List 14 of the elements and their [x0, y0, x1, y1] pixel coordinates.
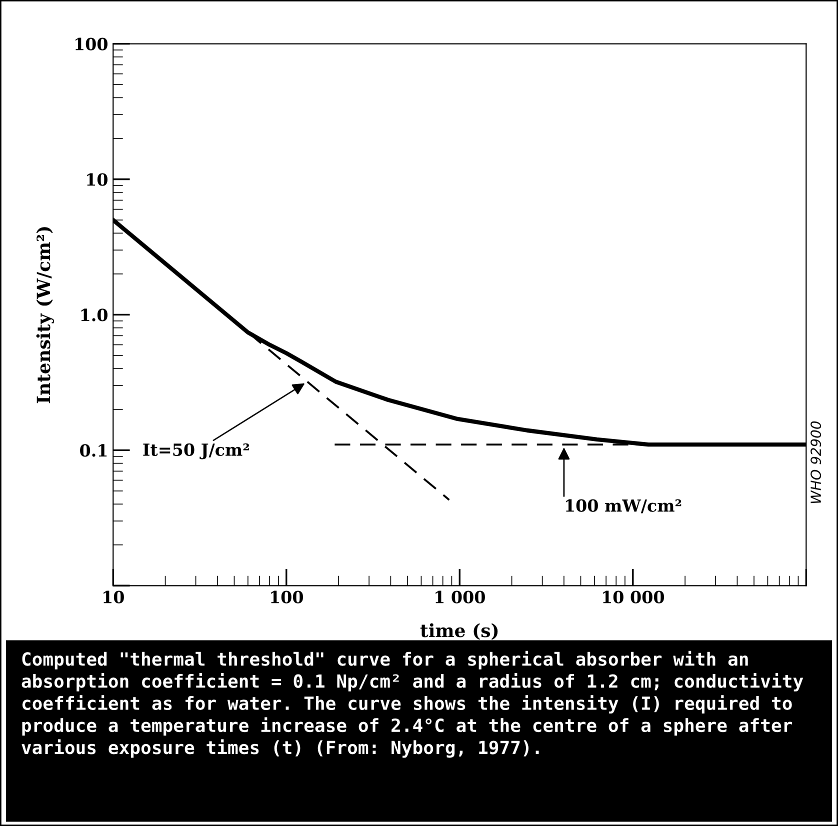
x-axis-title: time (s) [420, 623, 498, 640]
y-tick-label: 1.0 [81, 308, 108, 322]
annotation: It=50 J/cm² [143, 443, 249, 460]
y-tick-label: 0.1 [80, 444, 107, 457]
y-tick-label: 100 [76, 38, 108, 50]
text: WHO 92900 [810, 421, 822, 504]
x-tick-label: 10 000 [603, 590, 664, 604]
annotation: 100 mW/cm² [566, 499, 682, 514]
x-tick-label: 10 [104, 590, 124, 604]
text: Computed "thermal threshold" curve for a spherical absorber with an absorption coefficient = 0.1 Np/cm² and a radius of 1.2 cm; conductivity coefficient as for water. The curve shows the intensity (I) required to produce a temperature increase of 2.4°C at the centre of a sphere after various exposure times (t) (From: Nyborg, 1977). [22, 650, 804, 758]
x-tick-label: 1 000 [436, 590, 485, 604]
x-tick-label: 100 [271, 590, 303, 604]
y-tick-label: 10 [87, 173, 108, 186]
y-axis-title: Intensity (W/cm²) [36, 227, 54, 404]
